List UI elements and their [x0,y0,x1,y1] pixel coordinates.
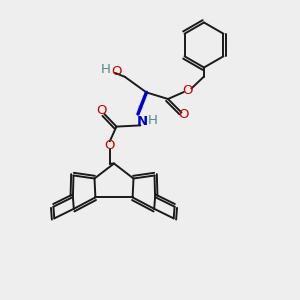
Text: O: O [112,65,122,78]
Text: N: N [136,115,148,128]
Text: O: O [182,83,193,97]
Text: H: H [101,62,111,76]
Text: O: O [105,139,115,152]
Text: O: O [179,107,189,121]
Text: O: O [96,104,107,118]
Text: H: H [148,114,158,127]
